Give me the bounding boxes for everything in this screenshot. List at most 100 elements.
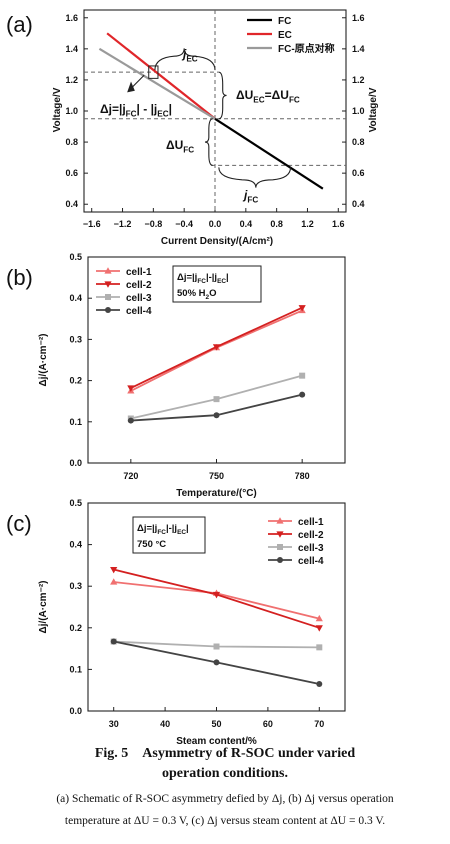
panel-a-xtick-label: −1.6 xyxy=(83,219,101,229)
panel-b-ylabel: Δj/(A·cm⁻²) xyxy=(38,333,49,386)
panel-b-point xyxy=(213,412,220,419)
panel-a-dj-label: Δj=|jFC| - |jEC| xyxy=(100,102,172,119)
panel-b-legend-label: cell-3 xyxy=(126,293,152,304)
panel-a-series-line-1 xyxy=(106,32,216,120)
panel-c-point xyxy=(110,578,118,585)
panel-a-ytick-label-right: 0.6 xyxy=(352,168,365,178)
panel-b-point xyxy=(127,385,135,392)
panel-a-series-line-2 xyxy=(98,47,216,120)
panel-c-point xyxy=(213,659,220,666)
panel-b-series-line-0 xyxy=(130,309,303,392)
panel-c-point xyxy=(316,644,323,651)
panel-c-legend-label: cell-1 xyxy=(298,517,324,528)
panel-a-ytick-label-right: 0.8 xyxy=(352,137,365,147)
caption-body-line2: temperature at ΔU = 0.3 V, (c) Δj versus… xyxy=(64,815,386,827)
panel-a-du-equality-label: ΔUEC=ΔUFC xyxy=(236,88,300,105)
panel-c-xtick-label: 50 xyxy=(211,719,221,729)
panel-b-legend-label: cell-4 xyxy=(126,306,152,317)
panel-c-ytick-label: 0.1 xyxy=(69,664,82,674)
caption-body-line1: (a) Schematic of R-SOC asymmetry defied … xyxy=(56,793,394,805)
panel-a-label: (a) xyxy=(6,12,33,37)
panel-c-chart: (c) 30 40 50 60 70 0.0 0.1 0.2 0.3 0.4 0.5 Steam con… xyxy=(6,498,346,747)
panel-b-legend-marker xyxy=(105,307,111,313)
panel-c-legend-label: cell-3 xyxy=(298,543,324,554)
panel-a-jfc-label: jFC xyxy=(242,188,258,205)
panel-c-ytick-label: 0.2 xyxy=(69,623,82,633)
panel-a-xtick-label: 0.0 xyxy=(209,219,222,229)
panel-b-point xyxy=(299,372,306,379)
panel-b-legend-marker xyxy=(105,294,111,300)
panel-c-point xyxy=(110,566,118,574)
panel-c-point xyxy=(110,638,117,645)
panel-b-ytick-label: 0.1 xyxy=(69,417,82,427)
panel-b-xtick-label: 720 xyxy=(123,471,138,481)
panel-b-point xyxy=(127,417,134,424)
panel-a-ytick-label-right: 1.4 xyxy=(352,44,365,54)
panel-a-chart: (a) −1.6 −1.2 −0.8 −0.4 0.0 0.4 0.8 1.2 1.6 0.4 0.4… xyxy=(6,9,379,247)
panel-a-ytick-label: 1.6 xyxy=(65,13,78,23)
panel-c-inset-formula: Δj=|jFC|-|jEC| xyxy=(137,523,189,536)
panel-a-ytick-label-right: 1.0 xyxy=(352,106,365,116)
panel-c-xlabel: Steam content/% xyxy=(176,736,257,747)
panel-c-xtick-label: 60 xyxy=(263,719,273,729)
panel-a-legend-label: EC xyxy=(278,30,292,41)
panel-c-point xyxy=(315,625,323,632)
panel-c-legend-marker xyxy=(277,557,283,563)
panel-a-jec-label: jEC xyxy=(181,47,198,64)
panel-b-point xyxy=(213,396,220,403)
panel-c-ytick-label: 0.5 xyxy=(69,498,82,508)
panel-b-xlabel: Temperature/(°C) xyxy=(176,488,257,499)
panel-a-xtick-label: −0.4 xyxy=(175,219,193,229)
panel-c-point xyxy=(212,591,221,599)
panel-a-ytick-label: 0.8 xyxy=(65,137,78,147)
panel-c-xtick-label: 40 xyxy=(160,719,170,729)
panel-b-ytick-label: 0.3 xyxy=(69,334,82,344)
panel-c-legend-marker xyxy=(277,544,283,550)
panel-c-point xyxy=(213,643,220,650)
panel-b-label: (b) xyxy=(6,265,33,290)
panel-c-ytick-label: 0.4 xyxy=(69,540,82,550)
panel-b-point xyxy=(212,344,221,351)
panel-a-xtick-label: −1.2 xyxy=(114,219,132,229)
panel-a-ytick-label-right: 1.2 xyxy=(352,75,365,85)
panel-a-dufc-brace xyxy=(204,118,213,166)
panel-c-point xyxy=(316,680,323,687)
panel-b-legend-label: cell-1 xyxy=(126,267,152,278)
panel-a-xlabel: Current Density/(A/cm²) xyxy=(161,236,273,247)
panel-a-ytick-label: 0.4 xyxy=(65,199,78,209)
panel-c-series-line-0 xyxy=(113,581,320,620)
panel-b-inset-box xyxy=(172,265,262,303)
panel-a-dufc-label: ΔUFC xyxy=(166,138,194,155)
panel-a-xtick-label: 1.6 xyxy=(332,219,345,229)
panel-a-legend-label: FC xyxy=(278,16,291,27)
panel-c-inset-condition: 750 °C xyxy=(137,539,166,550)
panel-a-ytick-label: 0.6 xyxy=(65,168,78,178)
panel-a-ytick-label-right: 1.6 xyxy=(352,13,365,23)
panel-a-ytick-label-right: 0.4 xyxy=(352,199,365,209)
panel-a-ytick-label: 1.0 xyxy=(65,106,78,116)
panel-b-inset-condition: 50% H2O xyxy=(177,288,217,301)
panel-c-ytick-label: 0.3 xyxy=(69,581,82,591)
panel-a-ytick-label: 1.4 xyxy=(65,44,78,54)
panel-b-inset-formula: Δj=|jFC|-|jEC| xyxy=(177,272,229,285)
panel-b-point xyxy=(298,305,306,312)
panel-b-legend-marker xyxy=(104,267,112,274)
panel-a-xtick-label: 0.8 xyxy=(270,219,283,229)
panel-a-dj-arrowhead xyxy=(127,81,135,93)
panel-a-dj-box xyxy=(148,65,159,79)
panel-a-ytick-label: 1.2 xyxy=(65,75,78,85)
panel-a-ylabel: Voltage/V xyxy=(52,87,63,132)
panel-c-ylabel: Δj/(A·cm⁻²) xyxy=(38,580,49,633)
panel-c-legend-marker xyxy=(276,531,284,538)
panel-c-legend-marker xyxy=(276,517,284,524)
panel-a-xtick-label: 1.2 xyxy=(301,219,314,229)
caption-title-line2: operation conditions. xyxy=(161,766,288,781)
panel-c-xtick-label: 30 xyxy=(109,719,119,729)
caption-title-line1: Fig. 5 Asymmetry of R-SOC under varied xyxy=(94,746,356,761)
panel-b-xtick-label: 780 xyxy=(295,471,310,481)
panel-b-ytick-label: 0.5 xyxy=(69,252,82,262)
panel-a-jec-brace xyxy=(154,48,216,71)
panel-b-ytick-label: 0.0 xyxy=(69,458,82,468)
panel-b-chart: (b) 720 750 780 0.0 0.1 0.2 0.3 0.4 0.5 Temperatur… xyxy=(6,252,346,499)
panel-b-ytick-label: 0.4 xyxy=(69,293,82,303)
